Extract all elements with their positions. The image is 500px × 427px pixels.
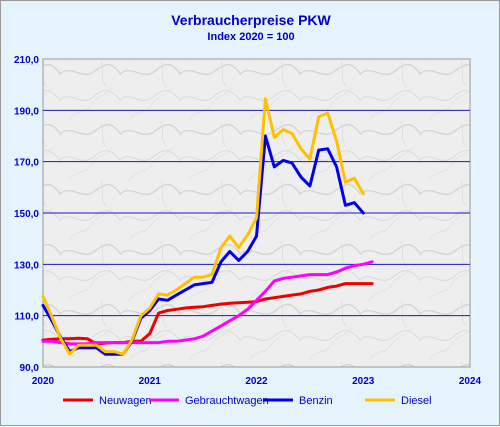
y-tick-label: 210,0 <box>14 55 39 66</box>
chart-title: Verbraucherpreise PKW <box>171 12 331 28</box>
series-line-benzin <box>41 134 365 356</box>
series-layer <box>41 97 374 356</box>
y-tick-label: 110,0 <box>15 312 40 323</box>
y-tick-label: 170,0 <box>14 158 39 169</box>
legend: Neuwagen Gebrauchtwagen Benzin Diesel <box>63 395 432 407</box>
y-tick-label: 90,0 <box>20 363 40 374</box>
y-tick-label: 190,0 <box>14 106 39 117</box>
series-line-gebrauchtwagen <box>41 260 374 346</box>
x-tick-label: 2024 <box>459 376 482 387</box>
y-tick-labels: 90,0 110,0 130,0 150,0 170,0 190,0 210,0 <box>14 55 39 374</box>
x-tick-label: 2020 <box>32 376 55 387</box>
chart-subtitle: Index 2020 = 100 <box>207 31 294 43</box>
x-tick-label: 2023 <box>352 376 375 387</box>
series-line-diesel <box>41 97 365 356</box>
y-tick-label: 150,0 <box>14 209 39 220</box>
legend-label: Benzin <box>299 395 333 407</box>
legend-label: Neuwagen <box>99 395 152 407</box>
x-tick-labels: 2020 2021 2022 2023 2024 <box>32 376 482 387</box>
x-tick-label: 2021 <box>139 376 162 387</box>
legend-label: Diesel <box>401 395 432 407</box>
y-tick-label: 130,0 <box>14 260 39 271</box>
legend-label: Gebrauchtwagen <box>185 395 269 407</box>
grid-lines <box>43 109 470 317</box>
x-tick-label: 2022 <box>245 376 268 387</box>
